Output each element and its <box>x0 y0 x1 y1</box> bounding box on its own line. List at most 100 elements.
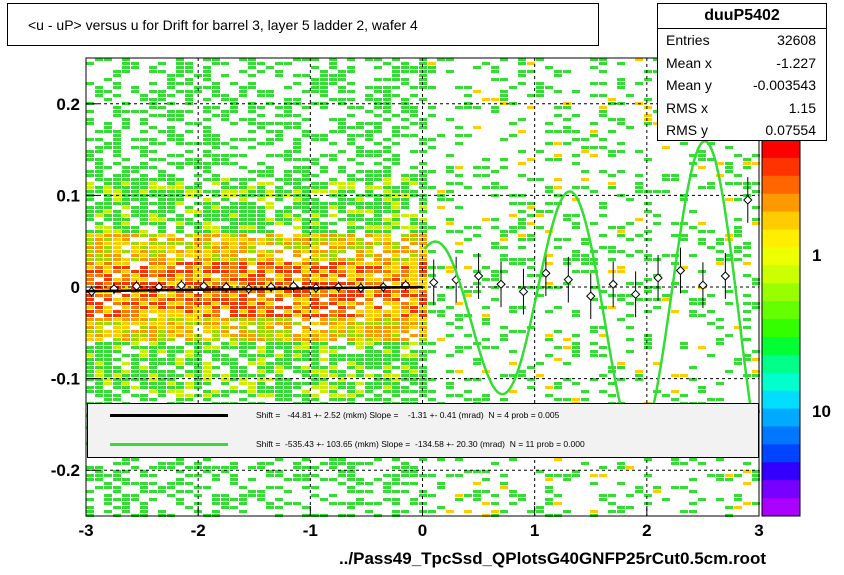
heat-cell <box>122 318 130 321</box>
heat-cell <box>194 486 202 489</box>
heat-cell <box>203 294 211 297</box>
heat-cell <box>122 506 130 509</box>
heat-cell <box>212 394 220 397</box>
heat-cell <box>383 338 391 341</box>
heat-cell <box>122 178 130 181</box>
heat-cell <box>230 162 238 165</box>
heat-cell <box>149 258 157 261</box>
heat-cell <box>302 398 310 401</box>
heat-cell <box>176 294 184 297</box>
heat-cell <box>365 174 373 177</box>
heat-cell <box>383 110 391 113</box>
heat-cell <box>284 322 292 325</box>
heat-cell <box>482 338 490 341</box>
heat-cell <box>293 206 301 209</box>
heat-cell <box>572 342 580 345</box>
heat-cell <box>104 330 112 333</box>
heat-cell <box>194 378 202 381</box>
heat-cell <box>212 194 220 197</box>
heat-cell <box>248 358 256 361</box>
heat-cell <box>464 186 472 189</box>
heat-cell <box>257 142 265 145</box>
heat-cell <box>401 294 409 297</box>
heat-cell <box>194 318 202 321</box>
heat-cell <box>500 98 508 101</box>
heat-cell <box>293 82 301 85</box>
heat-cell <box>104 58 112 61</box>
heat-cell <box>122 462 130 465</box>
heat-cell <box>356 358 364 361</box>
heat-cell <box>230 178 238 181</box>
heat-cell <box>554 398 562 401</box>
heat-cell <box>752 374 760 377</box>
heat-cell <box>293 74 301 77</box>
heat-cell <box>95 178 103 181</box>
heat-cell <box>302 342 310 345</box>
heat-cell <box>644 474 652 477</box>
heat-cell <box>140 178 148 181</box>
heat-cell <box>347 354 355 357</box>
heat-cell <box>275 274 283 277</box>
heat-cell <box>383 378 391 381</box>
heat-cell <box>338 270 346 273</box>
heat-cell <box>176 230 184 233</box>
heat-cell <box>617 142 625 145</box>
heat-cell <box>122 386 130 389</box>
heat-cell <box>113 134 121 137</box>
heat-cell <box>266 290 274 293</box>
heat-cell <box>374 350 382 353</box>
heat-cell <box>365 246 373 249</box>
heat-cell <box>329 386 337 389</box>
heat-cell <box>500 186 508 189</box>
heat-cell <box>149 190 157 193</box>
heat-cell <box>221 390 229 393</box>
heat-cell <box>284 170 292 173</box>
heat-cell <box>428 226 436 229</box>
heat-cell <box>221 330 229 333</box>
heat-cell <box>329 130 337 133</box>
heat-cell <box>95 394 103 397</box>
heat-cell <box>176 398 184 401</box>
heat-cell <box>356 262 364 265</box>
heat-cell <box>518 82 526 85</box>
heat-cell <box>365 390 373 393</box>
heat-cell <box>401 266 409 269</box>
heat-cell <box>257 258 265 261</box>
heat-cell <box>338 250 346 253</box>
heat-cell <box>185 222 193 225</box>
heat-cell <box>239 342 247 345</box>
heat-cell <box>284 390 292 393</box>
heat-cell <box>365 202 373 205</box>
heat-cell <box>392 266 400 269</box>
heat-cell <box>590 482 598 485</box>
heat-cell <box>347 330 355 333</box>
heat-cell <box>329 318 337 321</box>
heat-cell <box>122 286 130 289</box>
heat-cell <box>545 486 553 489</box>
heat-cell <box>599 170 607 173</box>
heat-cell <box>509 490 517 493</box>
heat-cell <box>131 362 139 365</box>
heat-cell <box>689 174 697 177</box>
heat-cell <box>482 394 490 397</box>
heat-cell <box>185 358 193 361</box>
heat-cell <box>284 278 292 281</box>
heat-cell <box>581 270 589 273</box>
heat-cell <box>230 374 238 377</box>
heat-cell <box>509 226 517 229</box>
heat-cell <box>203 270 211 273</box>
heat-cell <box>320 378 328 381</box>
heat-cell <box>329 154 337 157</box>
heat-cell <box>194 254 202 257</box>
heat-cell <box>203 166 211 169</box>
heat-cell <box>275 378 283 381</box>
heat-cell <box>266 102 274 105</box>
heat-cell <box>86 506 94 509</box>
heat-cell <box>698 242 706 245</box>
heat-cell <box>212 106 220 109</box>
heat-cell <box>104 286 112 289</box>
heat-cell <box>707 186 715 189</box>
heat-cell <box>275 298 283 301</box>
heat-cell <box>284 354 292 357</box>
heat-cell <box>644 238 652 241</box>
